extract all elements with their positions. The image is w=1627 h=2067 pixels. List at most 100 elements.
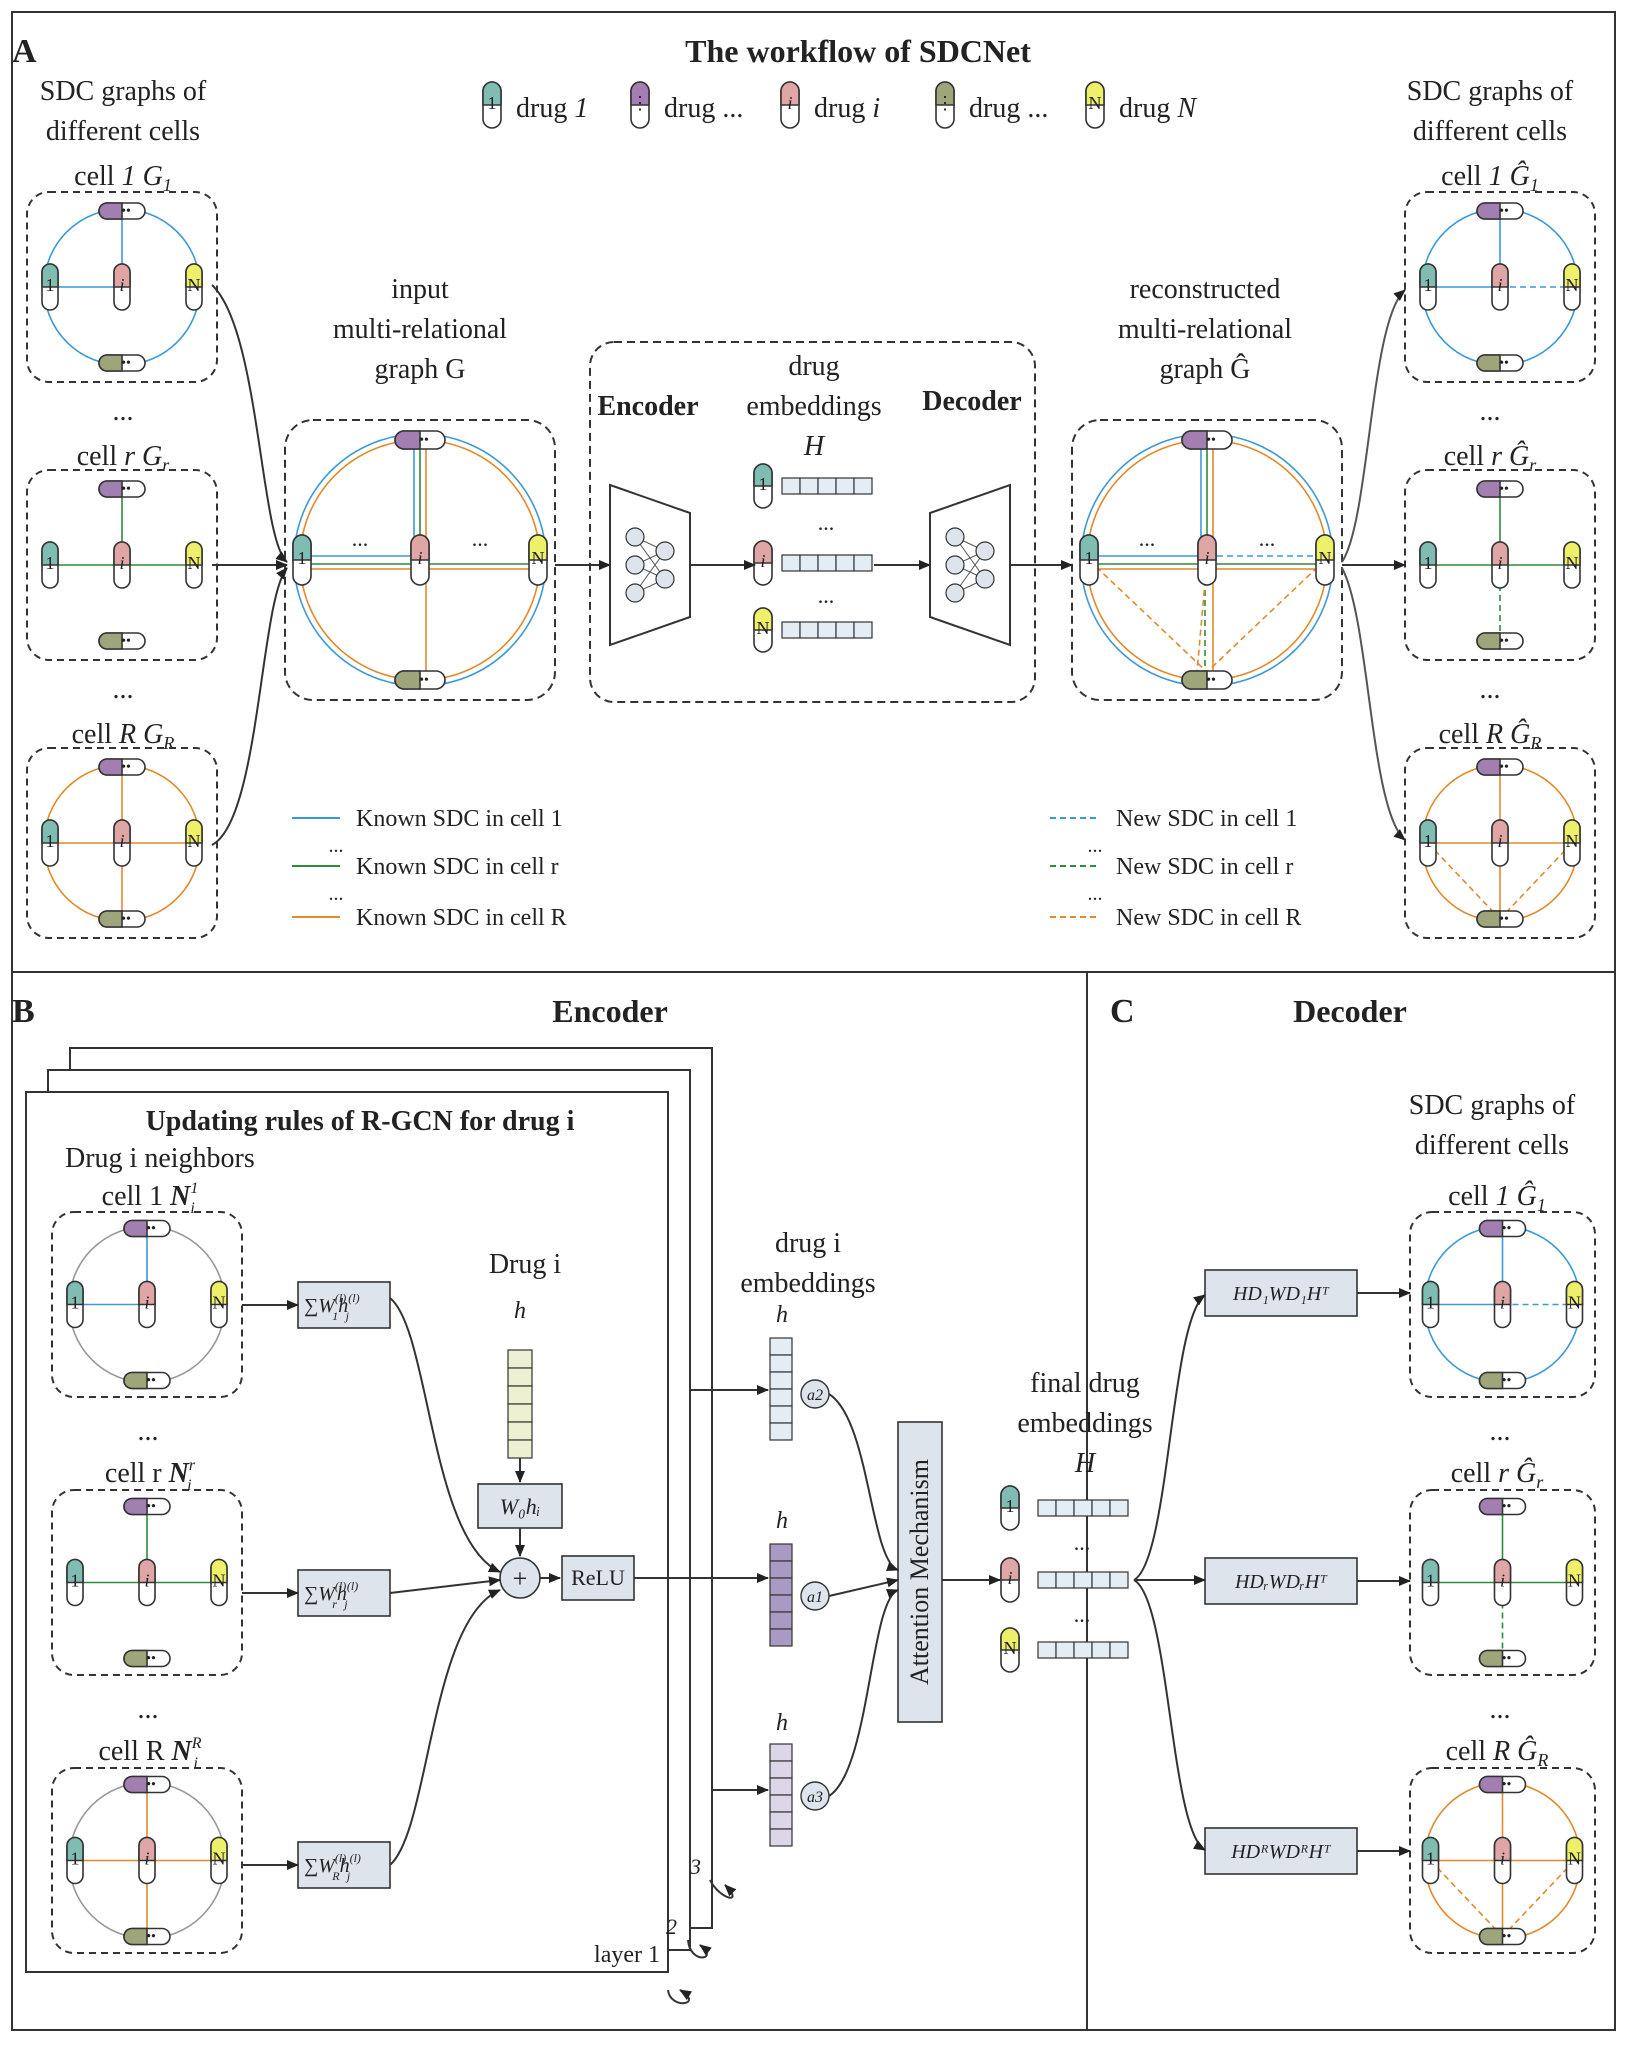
vector-cell (853, 621, 873, 639)
pill-cap (98, 354, 123, 372)
alpha-3-label: a3 (807, 1789, 823, 1806)
pill-label: N (1319, 548, 1332, 568)
left-cellr-pill-top: •• (98, 480, 146, 498)
arrow-alpha3-to-attention (828, 1589, 899, 1797)
pill-cap (1181, 670, 1208, 690)
pill-cap (1565, 1836, 1584, 1862)
recon-pill-1: 1 (1079, 534, 1099, 586)
pill-dots: •• (1502, 1222, 1512, 1237)
pill-cap (1419, 819, 1437, 844)
vector-cell (769, 1577, 793, 1596)
b-emb-label-2: embeddings (740, 1268, 875, 1299)
left-dots-1: ... (113, 396, 134, 427)
b-cell1-box (51, 1211, 243, 1398)
input-label-3: graph G (375, 354, 466, 385)
pill-cap (210, 1280, 228, 1306)
pill-cap (123, 1497, 148, 1516)
right-cell1-pill-bottom: •• (1476, 354, 1524, 372)
pill-cap (1563, 819, 1581, 844)
arrow-cell1-to-input (211, 284, 288, 563)
c-dots-1: ... (1490, 1416, 1511, 1447)
vector-cell (769, 1743, 793, 1762)
vector-cell (1037, 1641, 1057, 1659)
pill-cap (394, 430, 421, 450)
sum-node-symbol: + (513, 1564, 528, 1593)
vector-cell (1073, 1641, 1093, 1659)
right-cellr-pill-top: •• (1476, 480, 1524, 498)
c-cellR-box (1409, 1767, 1596, 1954)
vector-cell (769, 1760, 793, 1779)
c-cellR-pill-1: 1 (1421, 1836, 1440, 1885)
right-cellR-pill-bottom: •• (1476, 910, 1524, 928)
emb-vector-1 (781, 477, 873, 495)
b-cell1-label: cell 1 N1 i (102, 1180, 199, 1217)
pill-cap (113, 819, 131, 844)
h-i-l-vector (507, 1349, 533, 1459)
layer-1-frame (25, 1091, 669, 1973)
c-cell1-pill-1: 1 (1421, 1280, 1440, 1329)
panel-a-title: The workflow of SDCNet (685, 33, 1031, 69)
pill-cap (1000, 1485, 1020, 1509)
left-cellr-pill-N: N (185, 541, 203, 589)
pill-label: i (1007, 1568, 1012, 1588)
vector-cell (1091, 1499, 1111, 1517)
left-cell1-box (26, 191, 218, 383)
left-cellR-pill-N: N (185, 819, 203, 867)
final-emb-label-2: embeddings (1017, 1408, 1152, 1439)
pill-label: i (144, 1849, 149, 1869)
legend-pill-1: 1 (482, 81, 502, 129)
vector-cell (769, 1371, 793, 1390)
recon-label-3: graph Ĝ (1160, 354, 1251, 385)
pill-cap (753, 540, 773, 564)
emb-label-3: H (803, 431, 826, 462)
decoder-net-neuron (975, 569, 995, 589)
emb-label-1: drug (788, 351, 839, 382)
arrow-recon-to-cell1 (1341, 289, 1406, 563)
recon-ellipsis-2: ... (1259, 526, 1276, 551)
b-dots-1: ... (138, 1416, 159, 1447)
pill-label: i (144, 1293, 149, 1313)
pill-cap (1079, 534, 1099, 561)
legend-label-5: drug N (1119, 93, 1197, 124)
pill-cap (123, 1649, 148, 1668)
vector-cell (769, 1794, 793, 1813)
legend-label-1: drug 1 (516, 93, 588, 124)
w0-box: W₀hᵢ (477, 1483, 563, 1529)
new-legend-dots: ... (1088, 883, 1103, 905)
pill-cap (1493, 1280, 1512, 1306)
vector-cell (507, 1385, 533, 1405)
left-dots-2: ... (113, 674, 134, 705)
vector-cell (769, 1422, 793, 1441)
pill-label: N (757, 618, 770, 638)
input-ellipsis-1: ... (352, 526, 369, 551)
recon-edge-orange-new-2 (1206, 559, 1326, 673)
encoder-net-trapezoid (609, 483, 691, 647)
recon-pill-i: i (1197, 534, 1217, 586)
b-cellR-pill-N: N (210, 1836, 228, 1885)
pill-cap (98, 480, 123, 498)
decoder-label: Decoder (922, 386, 1022, 417)
encoder-net-neuron (625, 527, 645, 547)
pill-dots: •• (121, 482, 131, 497)
vector-cell (769, 1777, 793, 1796)
input-pill-top: •• (394, 430, 446, 450)
left-cellr-label: cell r Gr (77, 441, 171, 475)
pill-cap (98, 910, 123, 928)
pill-label: N (1568, 1849, 1581, 1869)
attention-label: Attention Mechanism (905, 1459, 934, 1685)
pill-cap (1478, 1775, 1504, 1794)
right-cellr-pill-1: 1 (1419, 541, 1437, 589)
pill-label: i (1497, 275, 1502, 295)
pill-label: i (1500, 1293, 1505, 1313)
left-cellR-label: cell R GR (72, 719, 175, 753)
pill-label: i (417, 548, 422, 568)
right-cellR-pill-top: •• (1476, 758, 1524, 776)
known-legend-text-3: Known SDC in cell R (356, 905, 567, 931)
emb-pill-i: i (753, 540, 773, 586)
pill-cap (394, 670, 421, 690)
vector-cell (1073, 1499, 1093, 1517)
left-cell1-pill-i: i (113, 263, 131, 311)
alpha-1-label: a1 (807, 1589, 823, 1606)
vector-cell (769, 1405, 793, 1424)
